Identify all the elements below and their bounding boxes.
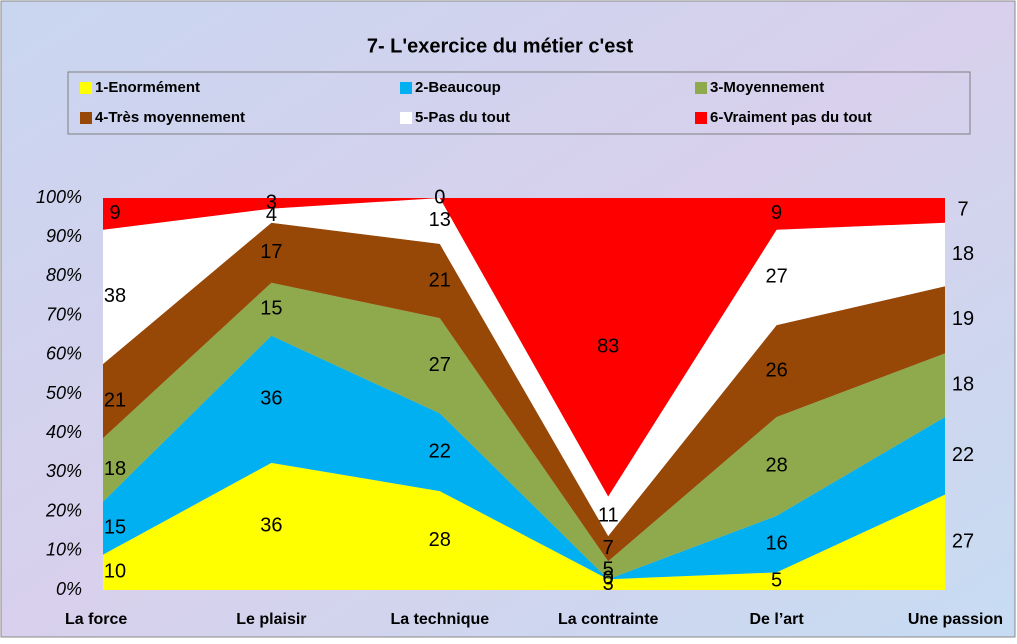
area (103, 222, 945, 562)
data-label: 27 (429, 354, 451, 376)
data-label: 26 (765, 359, 787, 381)
data-label: 21 (104, 389, 126, 411)
legend-swatch (400, 82, 412, 94)
y-tick-label: 50% (46, 383, 82, 403)
data-label: 5 (771, 569, 782, 591)
area (103, 282, 945, 580)
data-label: 7 (957, 199, 968, 221)
legend-swatch (695, 82, 707, 94)
y-tick-label: 100% (36, 187, 82, 207)
y-tick-label: 10% (46, 540, 82, 560)
x-tick-label: La force (65, 611, 127, 628)
data-label: 36 (260, 515, 282, 537)
area (103, 198, 945, 497)
data-label: 22 (952, 444, 974, 466)
data-label: 27 (952, 531, 974, 553)
legend-label: 4-Très moyennement (95, 109, 245, 126)
data-label: 3 (603, 573, 614, 595)
y-tick-label: 80% (46, 265, 82, 285)
data-label: 9 (771, 202, 782, 224)
data-label: 9 (109, 202, 120, 224)
legend-label: 2-Beaucoup (415, 79, 501, 96)
x-tick-label: Une passion (908, 611, 1003, 628)
legend-box (67, 71, 971, 135)
data-label: 18 (104, 458, 126, 480)
data-label: 15 (104, 516, 126, 538)
data-label: 27 (765, 266, 787, 288)
data-label: 10 (104, 561, 126, 583)
area (103, 335, 945, 580)
x-tick-label: Le plaisir (236, 611, 306, 628)
y-tick-label: 60% (46, 344, 82, 364)
data-label: 18 (952, 373, 974, 395)
data-label: 17 (260, 241, 282, 263)
data-label: 19 (952, 308, 974, 330)
data-label: 83 (597, 336, 619, 358)
x-tick-label: De l’art (749, 611, 804, 628)
data-label: 7 (603, 537, 614, 559)
data-label: 3 (266, 192, 277, 214)
data-label: 0 (603, 567, 614, 589)
x-tick-label: La contrainte (558, 611, 659, 628)
y-tick-label: 70% (46, 304, 82, 324)
legend-swatch (80, 82, 92, 94)
legend-label: 1-Enormément (95, 79, 200, 96)
data-label: 13 (429, 209, 451, 231)
data-label: 28 (765, 455, 787, 477)
y-tick-label: 0% (56, 579, 82, 599)
data-label: 28 (429, 529, 451, 551)
chart-title: 7- L'exercice du métier c'est (367, 35, 634, 57)
area (103, 462, 945, 590)
y-tick-label: 90% (46, 226, 82, 246)
data-label: 21 (429, 269, 451, 291)
data-label: 5 (603, 559, 614, 581)
data-label: 38 (104, 285, 126, 307)
legend-swatch (80, 112, 92, 124)
data-label: 4 (266, 204, 277, 226)
data-label: 22 (429, 441, 451, 463)
legend-swatch (400, 112, 412, 124)
area (103, 198, 945, 537)
y-tick-label: 30% (46, 461, 82, 481)
x-tick-label: La technique (390, 611, 489, 628)
legend-swatch (695, 112, 707, 124)
legend-label: 5-Pas du tout (415, 109, 510, 126)
y-tick-label: 20% (45, 500, 82, 520)
legend-label: 6-Vraiment pas du tout (710, 109, 872, 126)
data-label: 15 (260, 298, 282, 320)
data-label: 18 (952, 243, 974, 265)
data-label: 16 (765, 532, 787, 554)
data-label: 11 (598, 505, 619, 527)
y-tick-label: 40% (46, 422, 82, 442)
legend-label: 3-Moyennement (710, 79, 824, 96)
data-label: 36 (260, 388, 282, 410)
data-label: 0 (434, 186, 445, 208)
